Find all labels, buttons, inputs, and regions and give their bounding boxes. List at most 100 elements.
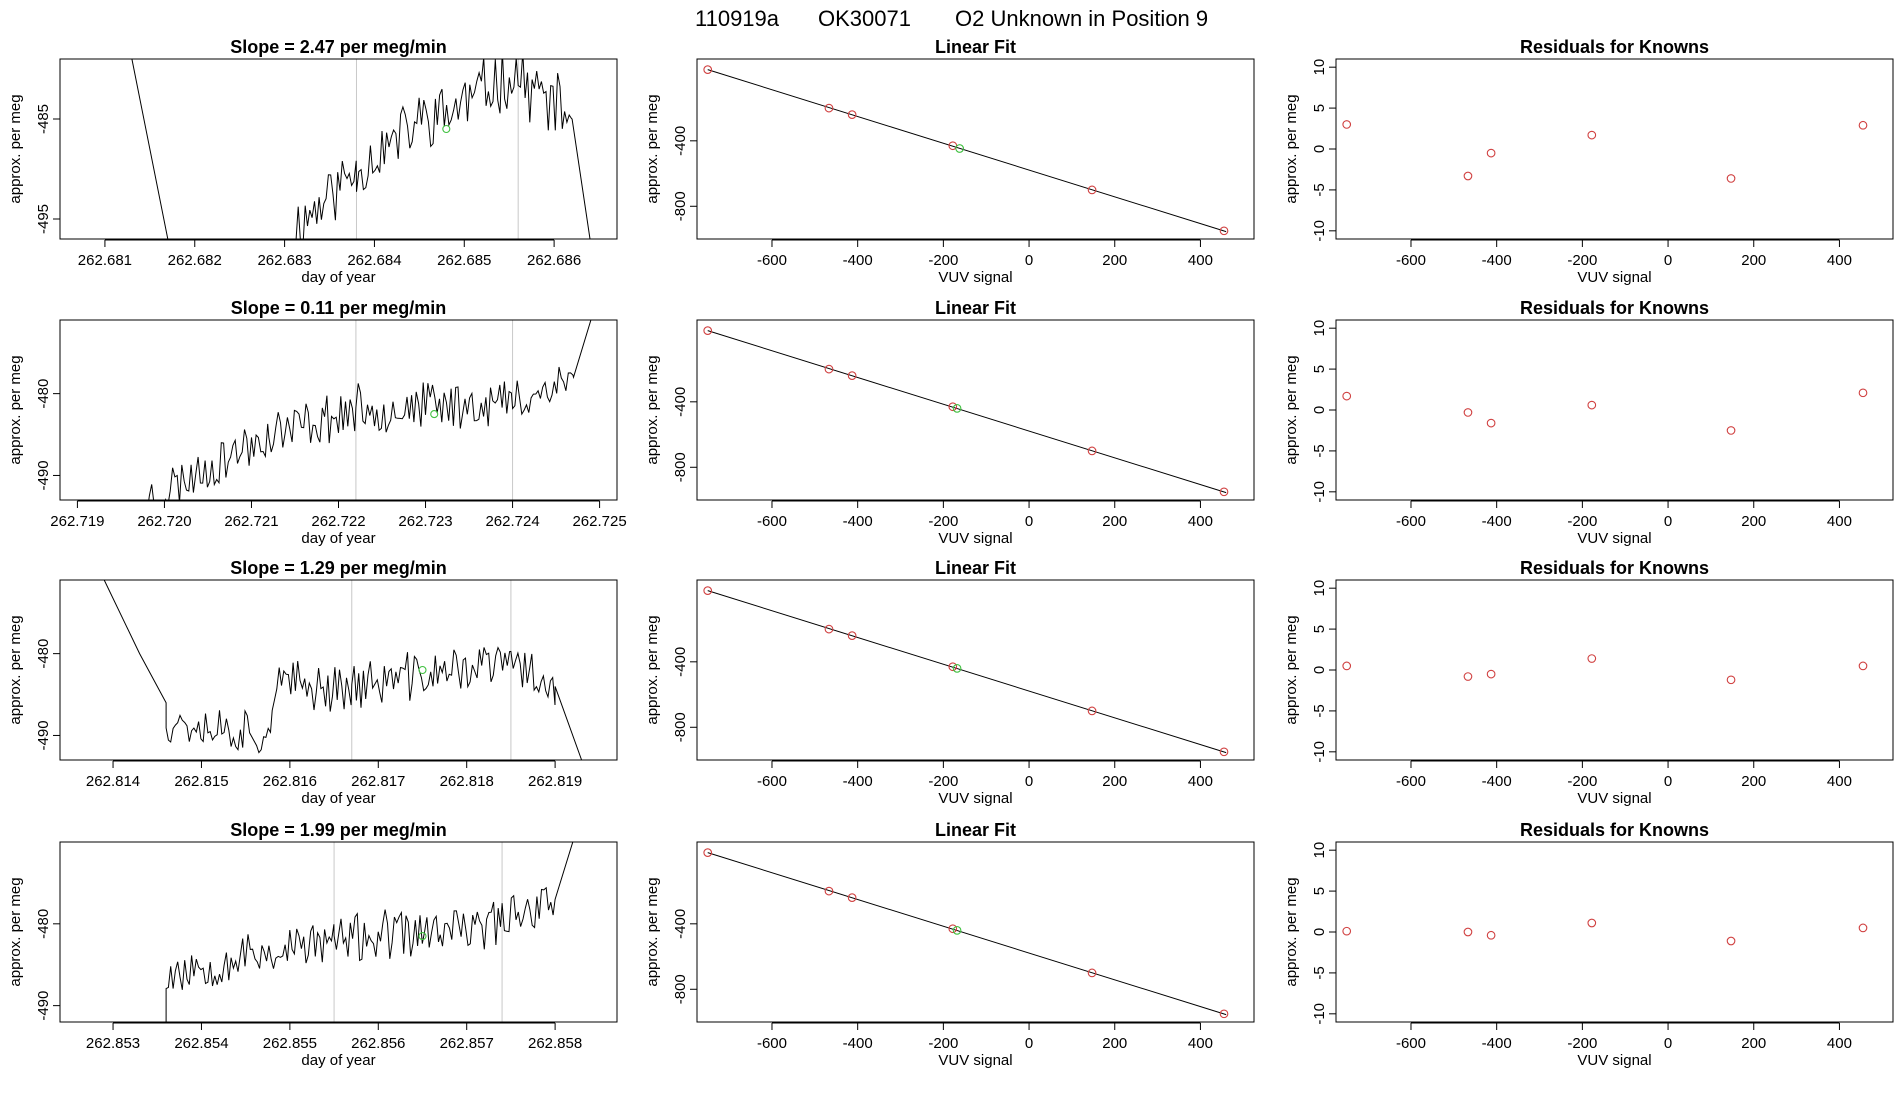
y-tick-label: -800 [672,452,689,482]
plot-frame [1335,58,1894,240]
unknown-point [952,404,962,413]
x-tick-label: 200 [1741,773,1766,790]
residual-point [1342,391,1352,401]
plot-frame [1335,579,1894,761]
panel-title: Residuals for Knowns [1520,558,1709,578]
y-tick-label: -400 [672,126,689,156]
x-tick-label: 200 [1102,252,1127,269]
x-axis-label: day of year [301,1052,375,1069]
y-tick-label: -5 [1311,704,1328,717]
y-axis-label: approx. per meg [1283,877,1300,986]
y-axis-label: approx. per meg [644,355,661,464]
x-tick-label: 262.724 [485,513,539,530]
x-tick-label: -200 [928,1035,958,1052]
panel-title: Slope = 0.11 per meg/min [231,298,447,318]
panel-1-1: Slope = 2.47 per meg/min 262.681 262.682 26… [7,37,618,286]
y-tick-label: -800 [672,974,689,1004]
x-tick-label: -200 [928,252,958,269]
y-tick-label: 10 [1311,580,1328,597]
y-axis-label: approx. per meg [7,615,24,724]
x-tick-label: 0 [1664,252,1672,269]
y-tick-label: -5 [1311,444,1328,457]
x-axis-label: VUV signal [1577,269,1651,286]
x-tick-label: 262.818 [440,773,494,790]
y-axis-label: approx. per meg [644,94,661,203]
residual-point [1463,408,1473,417]
y-tick-label: -490 [35,460,52,490]
figure-title-desc: O2 Unknown in Position 9 [955,6,1208,31]
y-axis-label: approx. per meg [644,877,661,986]
x-tick-label: 262.815 [174,773,228,790]
x-tick-label: 262.814 [86,773,140,790]
known-point [824,103,834,113]
x-tick-label: 262.684 [347,252,401,269]
x-tick-label: 262.720 [137,513,191,530]
y-tick-label: -480 [35,909,52,939]
known-point [948,924,958,934]
y-axis-label: approx. per meg [1283,355,1300,464]
residual-point [1463,927,1473,937]
residual-point [1858,388,1868,398]
x-axis-label: day of year [301,269,375,286]
known-point [847,371,857,380]
residual-point [1342,120,1352,129]
figure-title-run: 110919a [695,6,780,31]
known-point [847,893,857,902]
known-point [1219,1009,1229,1019]
y-tick-label: -10 [1311,1003,1328,1025]
x-tick-label: 262.721 [224,513,278,530]
x-tick-label: 200 [1741,252,1766,269]
y-tick-label: 10 [1311,842,1328,859]
y-tick-label: -485 [35,104,52,134]
residual-point [1726,936,1736,946]
panel-title: Linear Fit [935,820,1016,840]
panel-2-1: Slope = 0.11 per meg/min 262.719 262.720 26… [7,298,627,547]
x-tick-label: 400 [1827,1035,1852,1052]
known-point [1219,226,1229,236]
residual-point [1587,400,1597,410]
unknown-marker-point [418,665,427,675]
y-tick-label: 10 [1311,59,1328,76]
y-axis-label: approx. per meg [7,94,24,203]
y-tick-label: -5 [1311,966,1328,979]
figure-title-tank: OK30071 [818,6,911,31]
x-tick-label: 262.855 [263,1035,317,1052]
x-axis-label: VUV signal [1577,1052,1651,1069]
y-axis-label: approx. per meg [644,615,661,724]
x-tick-label: 262.854 [174,1035,228,1052]
signal-trace [103,580,583,760]
known-point [703,586,713,595]
x-tick-label: 200 [1102,513,1127,530]
x-axis-label: VUV signal [938,530,1012,547]
y-tick-label: -400 [672,909,689,939]
y-tick-label: 5 [1311,104,1328,112]
x-tick-label: 262.685 [437,252,491,269]
known-point [847,631,857,640]
y-tick-label: -490 [35,720,52,750]
x-axis-label: day of year [301,530,375,547]
panel-1-2: Linear Fit -600 -400 -200 0 200 400 VUV signal -… [644,37,1255,286]
known-point [948,662,958,672]
y-tick-label: 5 [1311,887,1328,895]
x-tick-label: 262.722 [311,513,365,530]
x-tick-label: -600 [757,773,787,790]
x-tick-label: 400 [1188,1035,1213,1052]
x-tick-label: 400 [1188,252,1213,269]
fit-line [707,852,1227,1016]
x-tick-label: -400 [843,773,873,790]
x-tick-label: 262.723 [398,513,452,530]
x-axis-label: VUV signal [1577,790,1651,807]
signal-trace [148,320,592,500]
x-tick-label: 200 [1102,773,1127,790]
x-tick-label: 0 [1664,773,1672,790]
panel-3-1: Slope = 1.29 per meg/min 262.814 262.815 26… [7,558,618,807]
known-point [824,886,834,896]
y-tick-label: 0 [1311,406,1328,414]
residual-point [1486,930,1496,940]
residual-point [1858,923,1868,933]
unknown-point [955,144,964,153]
x-tick-label: -400 [843,1035,873,1052]
plot-area [165,842,574,1022]
